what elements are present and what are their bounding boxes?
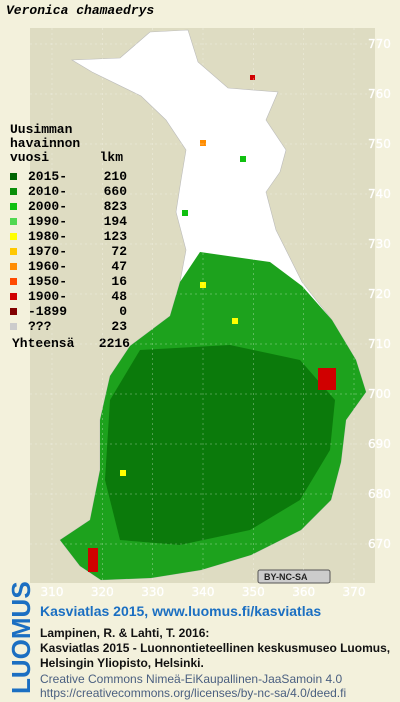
legend-count-heading: lkm: [100, 150, 124, 165]
y-tick-label: 670: [368, 537, 391, 551]
record-cell: [120, 470, 126, 476]
record-cell: [182, 210, 188, 216]
legend-swatch: [10, 278, 17, 285]
x-tick-label: 330: [141, 585, 164, 599]
x-tick-label: 340: [192, 585, 215, 599]
x-tick-label: 310: [41, 585, 64, 599]
total-label: Yhteensä: [12, 336, 75, 351]
y-tick-label: 770: [368, 37, 391, 51]
legend-swatch: [10, 308, 17, 315]
legend-label: 1970-: [28, 244, 67, 259]
legend-swatch: [10, 293, 17, 300]
legend-label: 2015-: [28, 169, 67, 184]
brand: LUOMUS: [6, 581, 36, 694]
legend-swatch: [10, 173, 17, 180]
legend-count: 47: [111, 259, 127, 274]
record-cell: [250, 75, 255, 80]
record-cell: [240, 156, 246, 162]
license-line: Creative Commons Nimeä-EiKaupallinen-Jaa…: [40, 672, 342, 686]
record-cell: [232, 318, 238, 324]
citation-line: Lampinen, R. & Lahti, T. 2016:: [40, 626, 209, 640]
x-tick-label: 320: [91, 585, 114, 599]
legend-swatch: [10, 263, 17, 270]
legend-count: 123: [104, 229, 128, 244]
footer-heading: Kasviatlas 2015, www.luomus.fi/kasviatla…: [40, 603, 321, 619]
legend-count: 48: [111, 289, 127, 304]
y-tick-label: 730: [368, 237, 391, 251]
legend-label: ???: [28, 319, 52, 334]
legend-count: 660: [104, 184, 128, 199]
y-tick-label: 700: [368, 387, 391, 401]
citation-line: Helsingin Yliopisto, Helsinki.: [40, 656, 204, 670]
legend-label: 1980-: [28, 229, 67, 244]
legend-heading: Uusimman: [10, 122, 73, 137]
total-count: 2216: [99, 336, 130, 351]
legend-label: 1960-: [28, 259, 67, 274]
legend-label: 1900-: [28, 289, 67, 304]
legend-label: 1990-: [28, 214, 67, 229]
y-tick-label: 710: [368, 337, 391, 351]
legend-label: 2010-: [28, 184, 67, 199]
citation-line: Kasviatlas 2015 - Luonnontieteellinen ke…: [40, 641, 390, 655]
legend-count: 72: [111, 244, 127, 259]
legend-count: 16: [111, 274, 127, 289]
legend-heading: havainnon: [10, 136, 80, 151]
license-line: https://creativecommons.org/licenses/by-…: [40, 686, 346, 700]
legend-label: 2000-: [28, 199, 67, 214]
legend-swatch: [10, 248, 17, 255]
y-tick-label: 720: [368, 287, 391, 301]
legend-count: 0: [119, 304, 127, 319]
license-badge: [257, 569, 331, 584]
record-cluster: [318, 368, 336, 390]
license-badge-text: BY-NC-SA: [264, 572, 308, 582]
legend-heading: vuosi: [10, 150, 49, 165]
y-tick-label: 740: [368, 187, 391, 201]
legend-label: 1950-: [28, 274, 67, 289]
legend-swatch: [10, 218, 17, 225]
legend-label: -1899: [28, 304, 67, 319]
legend-swatch: [10, 203, 17, 210]
legend-swatch: [10, 323, 17, 330]
legend-swatch: [10, 233, 17, 240]
x-tick-label: 350: [242, 585, 265, 599]
observed-area-dark: [105, 345, 335, 545]
y-tick-label: 750: [368, 137, 391, 151]
map-title: Veronica chamaedrys: [6, 3, 154, 18]
legend-count: 823: [104, 199, 128, 214]
y-tick-label: 760: [368, 87, 391, 101]
y-tick-label: 680: [368, 487, 391, 501]
legend-count: 210: [104, 169, 128, 184]
legend-count: 23: [111, 319, 127, 334]
y-tick-label: 690: [368, 437, 391, 451]
record-cluster: [88, 548, 98, 572]
legend-count: 194: [104, 214, 128, 229]
legend-swatch: [10, 188, 17, 195]
x-tick-label: 370: [343, 585, 366, 599]
x-tick-label: 360: [292, 585, 315, 599]
